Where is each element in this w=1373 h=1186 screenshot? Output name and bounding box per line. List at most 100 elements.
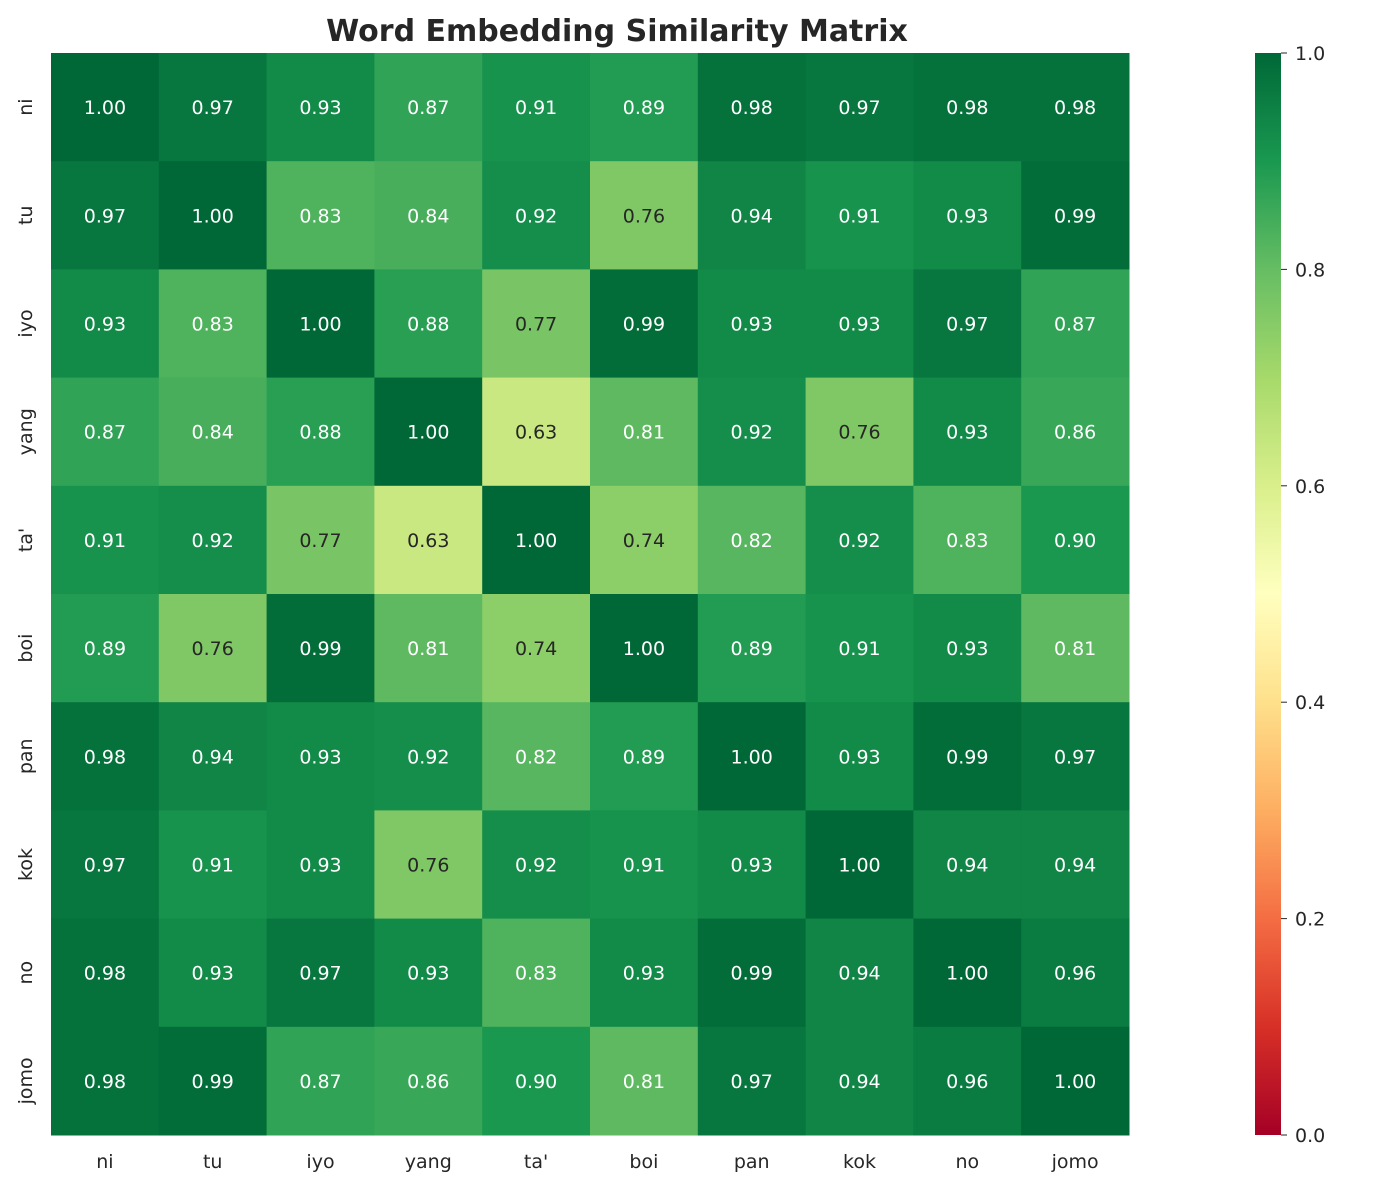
cell-label: 0.63: [407, 530, 449, 552]
colorbar-tick-label: 1.0: [1295, 43, 1325, 65]
heatmap-cell: [158, 53, 268, 162]
heatmap-cell: [697, 702, 807, 811]
cell-label: 0.97: [84, 855, 126, 877]
heatmap-cell: [482, 702, 591, 811]
cell-label: 0.76: [407, 855, 449, 877]
heatmap-cell: [266, 377, 375, 487]
cell-label: 0.74: [515, 638, 557, 660]
cell-label: 0.93: [299, 746, 341, 768]
heatmap-cell: [590, 1026, 699, 1136]
colorbar: [1255, 53, 1281, 1135]
cell-label: 0.97: [192, 97, 234, 119]
cell-label: 0.93: [407, 963, 449, 985]
cell-label: 1.00: [192, 205, 234, 227]
cell-label: 0.83: [946, 530, 988, 552]
cell-label: 1.00: [515, 530, 557, 552]
heatmap-cell: [374, 918, 483, 1028]
cell-label: 0.84: [407, 205, 449, 227]
cell-label: 0.89: [623, 746, 665, 768]
cell-label: 0.98: [731, 97, 773, 119]
heatmap-cell: [51, 377, 160, 487]
heatmap-cell: [158, 377, 268, 487]
cell-label: 0.83: [192, 314, 234, 336]
cell-label: 1.00: [299, 314, 341, 336]
heatmap-cell: [913, 485, 1022, 595]
cell-label: 0.83: [299, 205, 341, 227]
cell-label: 0.87: [407, 97, 449, 119]
cell-label: 0.93: [299, 97, 341, 119]
y-tick-label: yang: [15, 408, 37, 455]
cell-label: 0.87: [299, 1071, 341, 1093]
cell-label: 0.97: [299, 963, 341, 985]
x-tick-label: pan: [734, 1151, 770, 1173]
cell-label: 0.91: [623, 855, 665, 877]
cell-label: 0.92: [838, 530, 880, 552]
heatmap-cell: [158, 702, 268, 811]
cell-label: 0.93: [946, 638, 988, 660]
heatmap-cell: [374, 269, 483, 379]
y-tick-label: iyo: [15, 309, 37, 337]
heatmap-cell: [1021, 594, 1130, 703]
heatmap-cell: [158, 1026, 268, 1136]
heatmap-cell: [697, 161, 807, 270]
y-tick-label: no: [15, 961, 37, 985]
y-tick-label: kok: [15, 848, 37, 881]
cell-label: 0.92: [192, 530, 234, 552]
cell-label: 0.98: [946, 97, 988, 119]
y-tick-label: pan: [15, 738, 37, 774]
cell-label: 0.93: [838, 746, 880, 768]
heatmap-cell: [697, 269, 807, 379]
heatmap-cell: [590, 702, 699, 811]
heatmap-cell: [266, 269, 375, 379]
cell-label: 0.94: [1054, 855, 1096, 877]
heatmap-cell: [51, 161, 160, 270]
cell-label: 0.87: [1054, 314, 1096, 336]
cell-label: 0.98: [84, 963, 126, 985]
y-tick-label: tu: [15, 206, 37, 226]
x-tick-label: iyo: [306, 1151, 334, 1173]
cell-label: 0.82: [731, 530, 773, 552]
heatmap-cell: [482, 161, 591, 270]
cell-label: 0.76: [623, 205, 665, 227]
cell-label: 0.93: [84, 314, 126, 336]
cell-label: 0.63: [515, 422, 557, 444]
cell-label: 0.97: [838, 97, 880, 119]
heatmap-cell: [374, 594, 483, 703]
heatmap-cell: [482, 269, 591, 379]
cell-label: 0.93: [946, 205, 988, 227]
heatmap-cell: [1021, 161, 1130, 270]
cell-label: 0.76: [192, 638, 234, 660]
cell-label: 0.92: [515, 205, 557, 227]
heatmap-cell: [51, 269, 160, 379]
heatmap-cell: [51, 1026, 160, 1136]
heatmap-cell: [1021, 1026, 1130, 1136]
cell-label: 0.94: [946, 855, 988, 877]
cell-label: 0.92: [515, 855, 557, 877]
cell-label: 0.94: [731, 205, 773, 227]
heatmap-cell: [482, 485, 591, 595]
heatmap-cell: [266, 702, 375, 811]
x-tick-label: tu: [203, 1151, 223, 1173]
x-tick-label: kok: [843, 1151, 876, 1173]
heatmap-cell: [374, 161, 483, 270]
heatmap-cell: [374, 53, 483, 162]
cell-label: 0.88: [407, 314, 449, 336]
x-tick-label: ta': [524, 1151, 548, 1173]
cell-label: 0.77: [515, 314, 557, 336]
colorbar-tick-label: 0.6: [1295, 476, 1325, 498]
heatmap-cell: [913, 269, 1022, 379]
x-tick-label: ni: [96, 1151, 113, 1173]
heatmap-cell: [482, 918, 591, 1028]
cell-label: 0.91: [515, 97, 557, 119]
heatmap-cell: [51, 594, 160, 703]
heatmap-cell: [1021, 702, 1130, 811]
cell-label: 0.97: [1054, 746, 1096, 768]
heatmap-cell: [482, 810, 591, 920]
heatmap-cell: [913, 918, 1022, 1028]
cell-label: 0.93: [946, 422, 988, 444]
cell-label: 0.90: [515, 1071, 557, 1093]
heatmap-cell: [697, 918, 807, 1028]
cell-label: 0.98: [84, 746, 126, 768]
cell-label: 0.86: [407, 1071, 449, 1093]
